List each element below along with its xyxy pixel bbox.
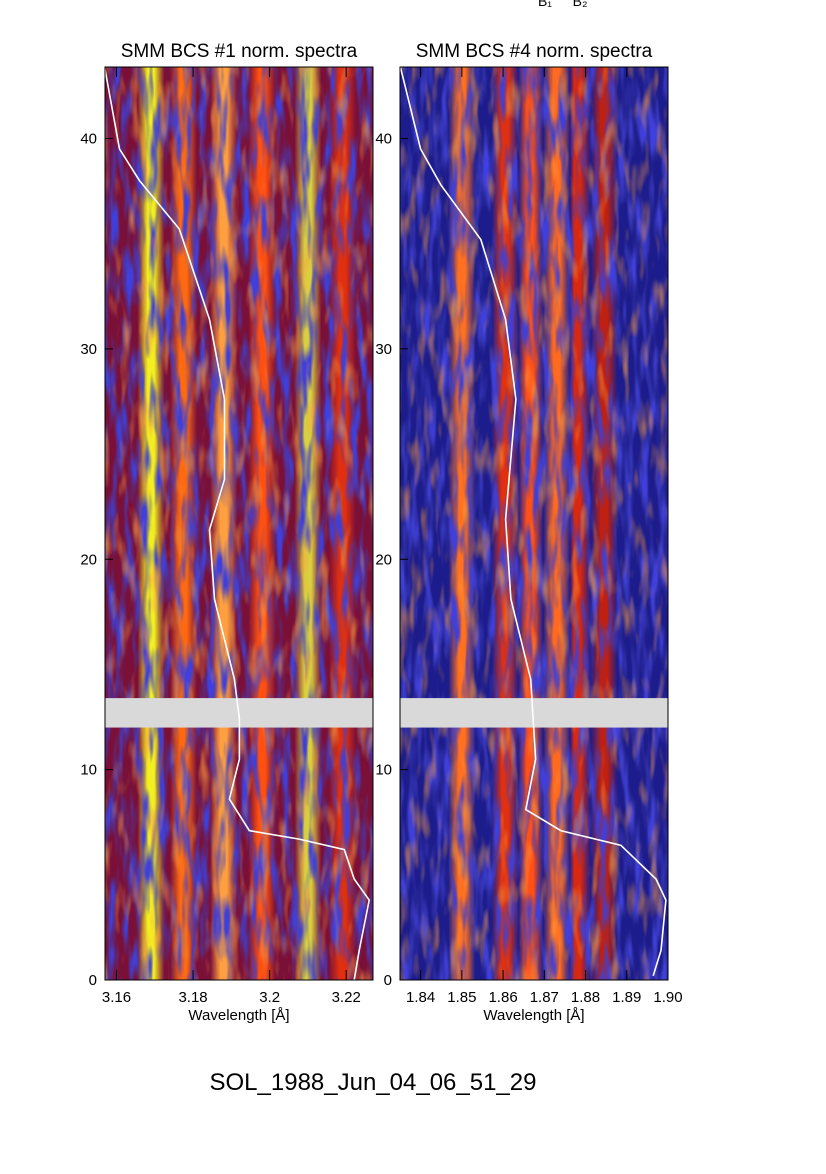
spectrogram-image: [400, 67, 668, 980]
x-tick-label: 1.90: [653, 989, 682, 1006]
y-tick-label: 40: [375, 131, 392, 148]
x-tick-label: 1.85: [447, 989, 476, 1006]
y-tick-label: 0: [89, 972, 97, 989]
noise: [400, 67, 668, 980]
annotation: B₂: [573, 0, 588, 9]
plot-frame: [104, 66, 374, 981]
caption: SOL_1988_Jun_04_06_51_29: [210, 1069, 537, 1096]
y-tick-label: 20: [375, 551, 392, 568]
y-tick-label: 10: [80, 762, 97, 779]
light-curve: [105, 67, 371, 980]
x-tick-label: 1.86: [488, 989, 517, 1006]
x-tick-label: 3.22: [332, 989, 361, 1006]
light-curve: [400, 67, 667, 977]
spectrogram-image: [105, 67, 373, 980]
y-tick-label: 40: [80, 131, 97, 148]
x-tick-label: 1.84: [406, 989, 435, 1006]
panel-title: SMM BCS #1 norm. spectra: [121, 41, 358, 62]
y-tick-label: 20: [80, 551, 97, 568]
x-tick-label: 3.16: [102, 989, 131, 1006]
x-tick-label: 1.88: [571, 989, 600, 1006]
y-tick-label: 0: [384, 972, 392, 989]
x-tick-label: 1.89: [612, 989, 641, 1006]
panel-title: SMM BCS #4 norm. spectra: [416, 41, 653, 62]
x-tick-label: 3.18: [178, 989, 207, 1006]
y-tick-label: 30: [375, 341, 392, 358]
y-tick-label: 30: [80, 341, 97, 358]
y-tick-label: 10: [375, 762, 392, 779]
noise: [105, 67, 373, 980]
plot-frame: [399, 66, 669, 981]
x-axis-label: Wavelength [Å]: [188, 1007, 289, 1024]
x-tick-label: 3.2: [259, 989, 280, 1006]
x-axis-label: Wavelength [Å]: [483, 1007, 584, 1024]
x-tick-label: 1.87: [530, 989, 559, 1006]
annotation: B₁: [538, 0, 552, 9]
